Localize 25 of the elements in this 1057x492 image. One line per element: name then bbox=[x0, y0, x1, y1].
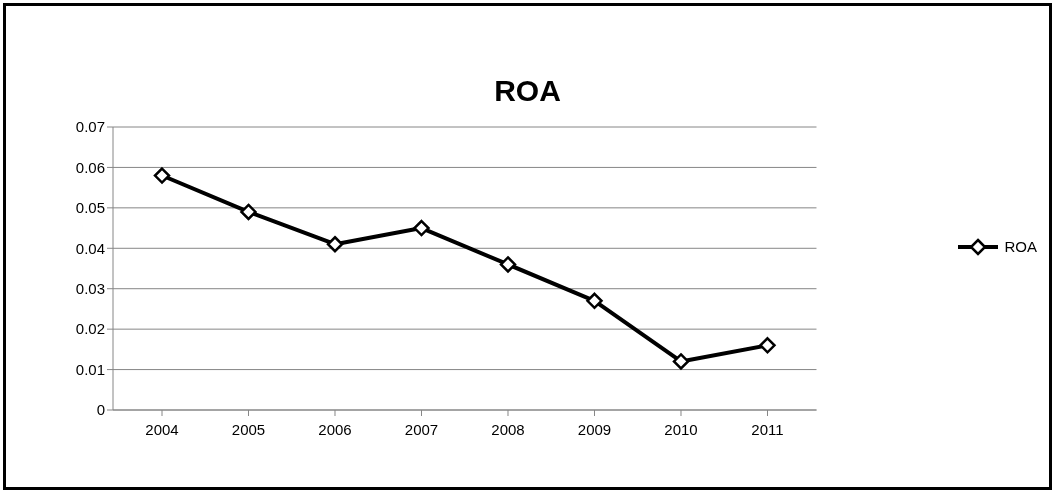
y-tick-label: 0.01 bbox=[75, 360, 105, 378]
x-tick-label: 2010 bbox=[664, 420, 698, 438]
y-tick-label: 0.06 bbox=[75, 158, 105, 176]
y-tick-label: 0.03 bbox=[75, 280, 105, 298]
y-tick-label: 0 bbox=[96, 401, 105, 419]
point bbox=[499, 256, 517, 273]
x-tick-label: 2008 bbox=[491, 420, 525, 438]
chart-title: ROA bbox=[493, 74, 562, 108]
y-tick-label: 0.04 bbox=[75, 239, 105, 257]
x-tick-label: 2009 bbox=[577, 420, 612, 438]
point bbox=[672, 353, 690, 370]
point bbox=[153, 167, 171, 184]
x-tick-label: 2006 bbox=[318, 420, 352, 438]
point bbox=[240, 203, 257, 221]
y-tick-label: 0.02 bbox=[75, 320, 105, 338]
x-tick-label: 2007 bbox=[404, 420, 439, 438]
point bbox=[759, 337, 776, 354]
point bbox=[586, 292, 603, 310]
x-tick-label: 2011 bbox=[751, 420, 784, 438]
y-tick-label: 0.07 bbox=[75, 118, 105, 136]
y-tick-label: 0.05 bbox=[75, 199, 105, 217]
point bbox=[326, 235, 344, 253]
x-tick-label: 2004 bbox=[145, 420, 179, 438]
legend-label: ROA bbox=[1004, 238, 1037, 255]
x-tick-label: 2005 bbox=[231, 420, 266, 438]
